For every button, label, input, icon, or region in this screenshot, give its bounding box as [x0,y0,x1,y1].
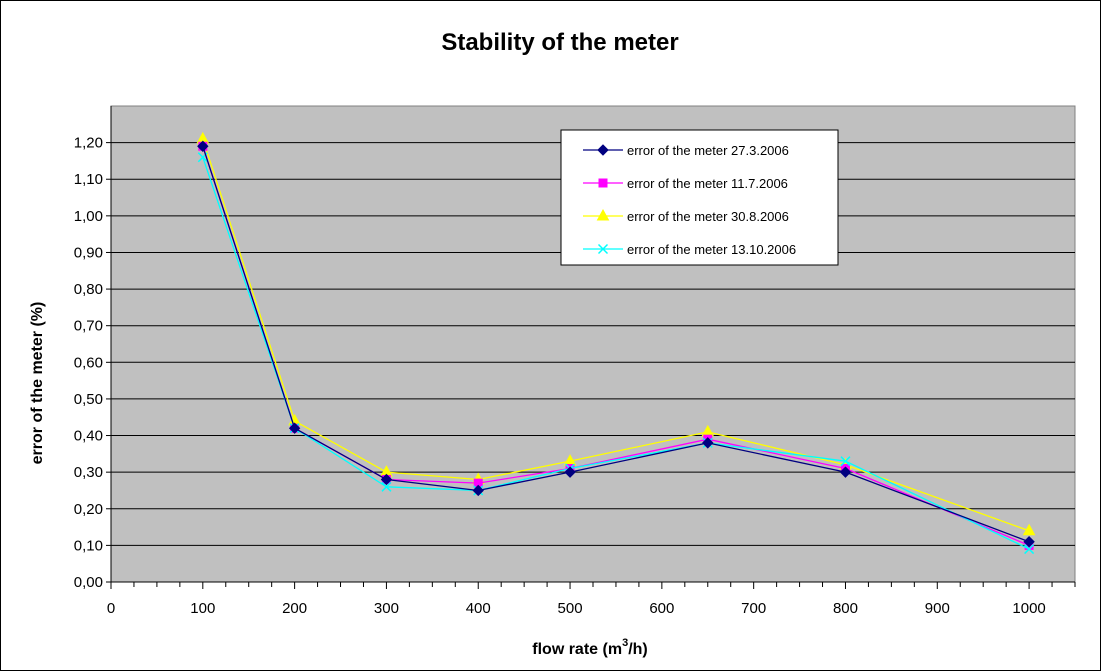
y-tick-label: 0,30 [74,464,103,481]
series-line [202,138,1030,532]
point-marker [840,456,851,467]
x-axis-title: flow rate (m3/h) [532,637,647,658]
point-marker [1022,523,1036,536]
x-tick-label: 700 [741,600,766,617]
y-tick-label: 0,40 [74,428,103,445]
point-marker [381,481,392,492]
point-marker [1023,536,1035,548]
point-marker [1024,544,1035,555]
legend-box [560,129,839,266]
x-tick-label: 500 [558,600,583,617]
point-marker-stroke [840,456,851,467]
legend-label: error of the meter 11.7.2006 [627,176,788,191]
y-tick-label: 0,70 [74,318,103,335]
x-tick-label: 900 [925,600,950,617]
legend-entry: error of the meter 27.3.2006 [583,143,789,158]
y-tick-label: 0,50 [74,391,103,408]
y-tick-label: 1,10 [74,171,103,188]
y-tick-label: 0,60 [74,354,103,371]
legend-entry: error of the meter 13.10.2006 [583,242,796,257]
legend-entry: error of the meter 30.8.2006 [583,208,789,224]
point-marker-stroke [597,243,609,255]
series-1 [197,140,1035,548]
y-axis-title: error of the meter (%) [29,302,46,465]
x-tick-label: 800 [833,600,858,617]
x-tick-label: 0 [107,600,115,617]
point-marker [380,473,393,486]
legend-label: error of the meter 27.3.2006 [627,143,789,158]
legend-label: error of the meter 30.8.2006 [627,209,789,224]
series-line [202,146,1030,543]
point-marker [472,484,484,497]
y-tick-label: 0,20 [74,501,103,518]
legend-label: error of the meter 13.10.2006 [627,242,796,257]
x-axis-title-end: /h) [628,641,648,658]
point-marker [839,466,852,478]
series-line [202,157,1030,550]
x-tick-label: 100 [190,600,215,617]
y-tick-label: 1,20 [74,135,103,152]
series-layer [196,131,1036,555]
x-tick-label: 600 [649,600,674,617]
point-marker-stroke [381,481,392,492]
point-marker [598,178,608,188]
x-tick-label: 400 [466,600,491,617]
x-tick-label: 300 [374,600,399,617]
y-tick-label: 0,80 [74,281,103,298]
point-marker [596,208,610,221]
x-axis-title-main: flow rate (m [532,641,622,658]
legend: error of the meter 27.3.2006 error of the… [560,129,839,266]
x-tick-label: 200 [282,600,307,617]
x-tick-label: 1000 [1012,600,1045,617]
point-marker [702,437,714,449]
x-ticks: 0 100 200 300 400 500 600 700 800 900 1000 [107,582,1076,617]
point-marker [564,466,576,478]
point-marker [597,144,609,156]
point-marker [597,243,609,255]
y-tick-label: 0,90 [74,244,103,261]
legend-entry: error of the meter 11.7.2006 [583,176,788,191]
chart-title: Stability of the meter [441,29,678,56]
series-3 [196,131,1036,536]
y-tick-label: 0,10 [74,537,103,554]
y-tick-label: 1,00 [74,208,103,225]
x-axis-title-sup: 3 [622,637,628,649]
y-tick-label: 0,00 [74,574,103,591]
point-marker [288,422,301,434]
point-marker-stroke [1024,544,1035,555]
y-ticks: 0,00 0,10 0,20 0,30 0,40 0,50 0,60 0,70 0,80 0,90… [74,135,111,591]
point-marker [197,140,209,152]
